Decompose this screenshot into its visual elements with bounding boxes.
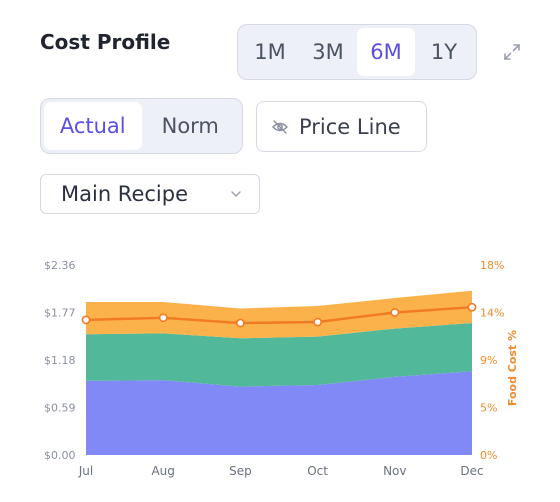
area-layer-bottom xyxy=(86,371,472,455)
recipe-select[interactable]: Main Recipe xyxy=(40,174,260,214)
x-axis-tick: Oct xyxy=(307,464,328,478)
x-axis-tick: Jul xyxy=(78,464,93,478)
mode-tab-actual[interactable]: Actual xyxy=(44,102,142,150)
y-axis-right-label: Food Cost % xyxy=(506,330,519,406)
price-line-label: Price Line xyxy=(299,114,401,139)
y-axis-left-tick: $1.18 xyxy=(44,354,76,367)
range-tab-6m[interactable]: 6M xyxy=(357,28,415,76)
food-cost-point xyxy=(390,308,400,317)
range-selector: 1M 3M 6M 1Y xyxy=(237,24,477,80)
page-title: Cost Profile xyxy=(40,30,171,54)
y-axis-right-tick: 18% xyxy=(480,259,504,272)
food-cost-line xyxy=(85,306,473,325)
chevron-down-icon xyxy=(231,191,241,197)
food-cost-point xyxy=(313,317,322,327)
range-tab-1y[interactable]: 1Y xyxy=(430,40,458,64)
mode-tab-norm[interactable]: Norm xyxy=(161,114,219,138)
eye-off-icon xyxy=(272,119,288,134)
x-axis-tick: Dec xyxy=(460,464,483,478)
cost-chart: $0.00 $0.59 $1.18 $1.77 $2.36 0% 5% 9% 14% 18% Jul… xyxy=(44,259,519,478)
x-axis-tick: Sep xyxy=(229,464,252,478)
price-line-toggle[interactable]: Price Line xyxy=(256,101,427,152)
area-layer-top xyxy=(86,290,472,339)
range-tab-3m[interactable]: 3M xyxy=(312,40,344,64)
expand-button[interactable] xyxy=(498,38,526,66)
area-layer-middle xyxy=(86,322,472,387)
y-axis-left-tick: $0.00 xyxy=(44,449,76,462)
y-axis-left-tick: $1.77 xyxy=(44,307,76,320)
expand-arrows-icon xyxy=(504,44,520,60)
range-tab-1m[interactable]: 1M xyxy=(254,40,286,64)
y-axis-right-tick: 5% xyxy=(480,402,497,415)
food-cost-point xyxy=(158,313,168,323)
y-axis-left-tick: $2.36 xyxy=(44,259,76,272)
y-axis-left-tick: $0.59 xyxy=(44,402,76,415)
food-cost-point xyxy=(235,318,245,328)
x-axis-tick: Aug xyxy=(151,464,174,478)
mode-selector: Actual Norm xyxy=(40,98,243,154)
x-axis-tick: Nov xyxy=(383,464,406,478)
food-cost-point xyxy=(467,302,477,312)
y-axis-right-tick: 14% xyxy=(480,307,504,320)
recipe-select-value: Main Recipe xyxy=(61,182,189,206)
y-axis-right-tick: 0% xyxy=(480,449,497,462)
y-axis-right-tick: 9% xyxy=(480,354,497,367)
food-cost-point xyxy=(81,315,91,325)
